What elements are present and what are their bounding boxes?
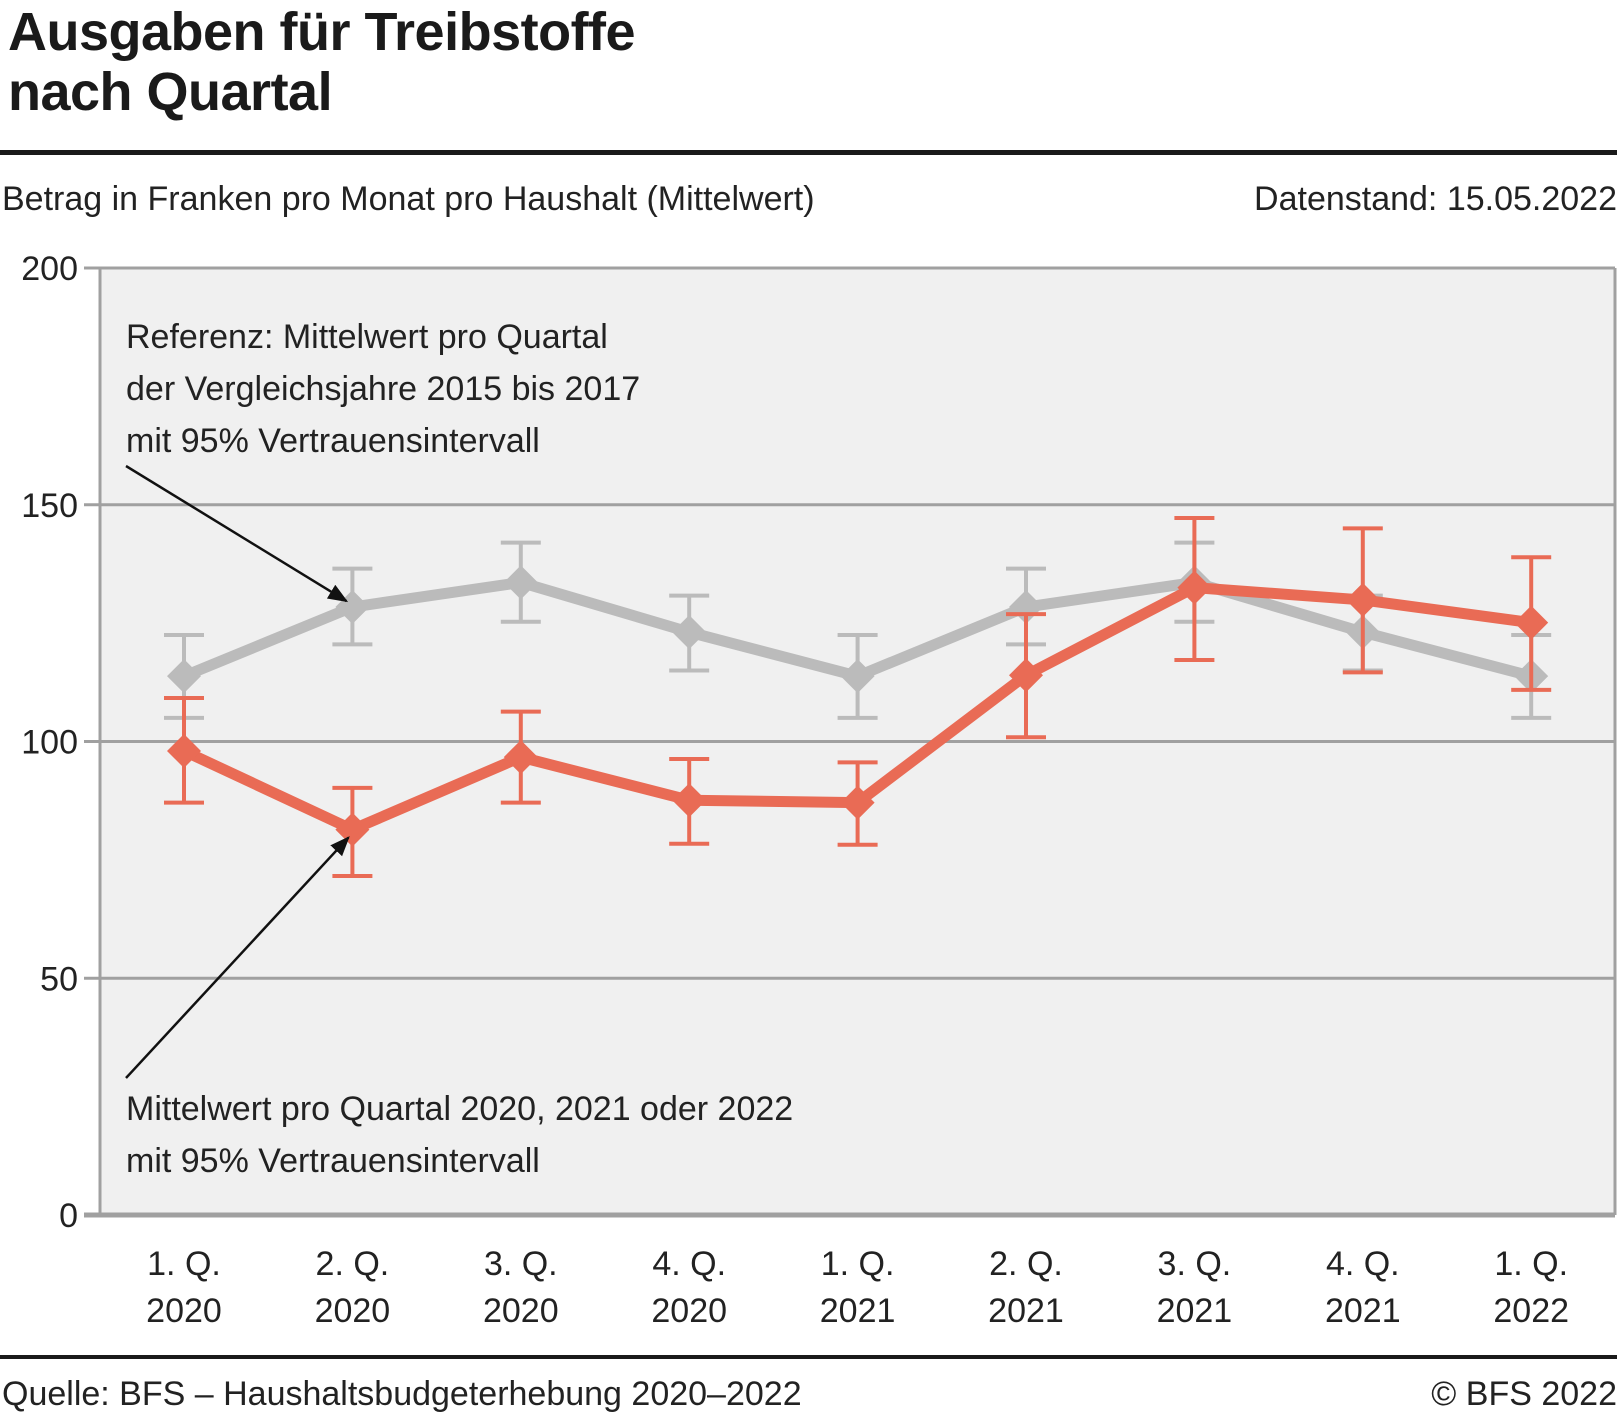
data-point-reference: [503, 565, 538, 600]
data-point-current: [167, 733, 201, 768]
annotation-reference-text: Referenz: Mittelwert pro Quartal: [126, 318, 608, 356]
x-tick-label-quarter: 1. Q.: [1494, 1245, 1568, 1283]
x-tick-label-year: 2020: [146, 1292, 222, 1330]
x-tick-label-quarter: 3. Q.: [1158, 1245, 1232, 1283]
x-tick-label-quarter: 3. Q.: [484, 1245, 558, 1283]
data-point-current: [840, 785, 875, 820]
annotation-reference-text: mit 95% Vertrauensintervall: [126, 422, 540, 460]
x-tick-label-year: 2020: [483, 1292, 559, 1330]
data-point-current: [1345, 582, 1380, 617]
annotation-current-text: Mittelwert pro Quartal 2020, 2021 oder 2…: [126, 1090, 793, 1128]
y-tick-label-150: 150: [21, 487, 78, 525]
chart-title: Ausgaben für Treibstoffe nach Quartal: [8, 2, 636, 122]
x-tick-label-quarter: 1. Q.: [821, 1245, 895, 1283]
x-tick-label-quarter: 2. Q.: [316, 1245, 390, 1283]
annotation-current-arrow: [125, 836, 350, 1079]
x-tick-label-year: 2020: [315, 1292, 391, 1330]
data-point-current: [1177, 570, 1212, 605]
y-tick-label-0: 0: [59, 1197, 78, 1235]
data-point-reference: [672, 615, 707, 650]
y-tick-label-200: 200: [21, 250, 78, 288]
x-tick-label-year: 2021: [988, 1292, 1064, 1330]
x-tick-label-year: 2021: [1325, 1292, 1401, 1330]
x-tick-label-quarter: 1. Q.: [147, 1245, 221, 1283]
data-point-reference: [840, 659, 875, 694]
data-point-current: [672, 783, 707, 818]
annotation-reference-arrow: [125, 464, 349, 603]
x-tick-label-quarter: 4. Q.: [652, 1245, 726, 1283]
y-tick-label-50: 50: [40, 960, 78, 998]
series-current: [164, 516, 1552, 878]
data-point-current: [1009, 658, 1043, 693]
y-tick-label-100: 100: [21, 724, 78, 762]
source-note: Quelle: BFS – Haushaltsbudgeterhebung 20…: [2, 1375, 802, 1413]
x-tick-label-year: 2021: [1157, 1292, 1233, 1330]
x-tick-label-year: 2021: [820, 1292, 896, 1330]
x-tick-label-quarter: 4. Q.: [1326, 1245, 1400, 1283]
bottom-rule: [0, 1355, 1617, 1359]
data-date: Datenstand: 15.05.2022: [1254, 180, 1617, 218]
x-tick-label-year: 2020: [651, 1292, 727, 1330]
chart-subtitle: Betrag in Franken pro Monat pro Haushalt…: [2, 180, 815, 218]
data-point-reference: [167, 659, 201, 694]
annotation-reference-text: der Vergleichsjahre 2015 bis 2017: [126, 370, 640, 408]
x-tick-label-quarter: 2. Q.: [989, 1245, 1063, 1283]
chart-title-line2: nach Quartal: [8, 62, 333, 122]
data-point-current: [1514, 605, 1549, 640]
annotation-current-text: mit 95% Vertrauensintervall: [126, 1142, 540, 1180]
data-point-current: [503, 740, 538, 775]
x-tick-label-year: 2022: [1493, 1292, 1569, 1330]
chart-title-line1: Ausgaben für Treibstoffe: [8, 2, 636, 62]
copyright-note: © BFS 2022: [1431, 1375, 1617, 1413]
top-rule: [0, 150, 1617, 155]
